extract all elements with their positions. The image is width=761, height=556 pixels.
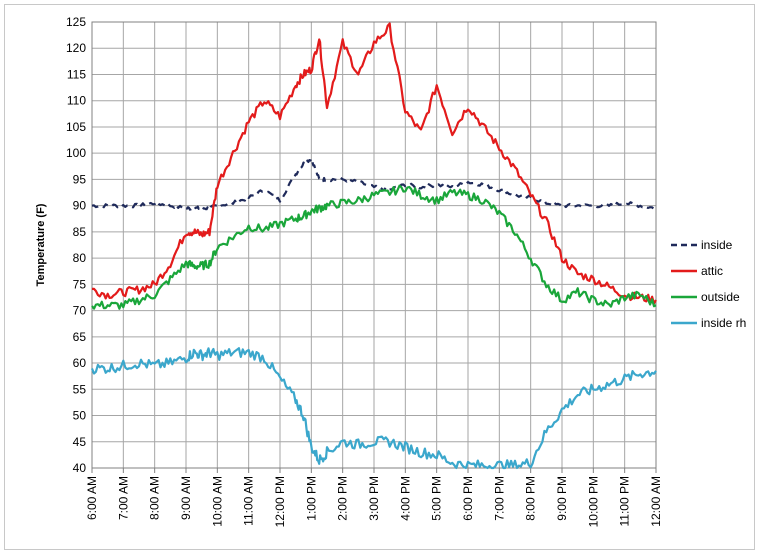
y-tick-label: 95 [73,172,87,186]
y-tick-label: 115 [67,67,86,81]
x-tick-label: 8:00 PM [524,476,538,521]
plot-area-border [91,21,657,469]
y-axis-label: Temperature (F) [35,203,47,286]
x-tick-label: 2:00 PM [336,476,350,521]
y-tick-label: 75 [73,277,87,291]
x-tick-label: 12:00 AM [649,476,663,527]
series-line-attic [92,22,657,305]
legend-label-outside: outside [701,290,740,304]
y-tick-label: 120 [66,41,86,55]
x-tick-label: 11:00 PM [618,476,632,526]
y-tick-label: 125 [66,15,86,29]
legend-label-attic: attic [701,264,723,278]
y-tick-label: 65 [73,330,87,344]
x-tick-label: 10:00 PM [586,476,600,527]
series-line-outside [91,184,657,310]
y-tick-label: 90 [73,199,87,213]
temperature-chart: 40 45 50 55 60 65 70 75 80 85 90 95 100 105 110 115 120 1… [35,15,746,527]
y-tick-label: 40 [73,461,87,475]
series-line-inside-rh [90,347,657,470]
x-tick-label: 10:00 AM [210,476,224,527]
y-tick-label: 55 [73,382,87,396]
x-tick-label: 7:00 AM [116,476,130,520]
x-axis-ticks: 6:00 AM 7:00 AM 8:00 AM 9:00 AM 10:00 AM 11:0… [85,476,663,527]
x-tick-label: 4:00 PM [398,476,412,521]
x-tick-label: 6:00 AM [85,476,99,520]
x-tick-label: 9:00 AM [179,476,193,520]
grid-layer [91,21,657,473]
legend: inside attic outside inside rh [671,238,746,330]
y-tick-label: 50 [73,409,87,423]
y-tick-label: 45 [73,435,87,449]
x-tick-label: 8:00 AM [148,476,162,520]
series-line-inside [91,157,657,211]
x-tick-label: 5:00 PM [430,476,444,521]
y-axis-ticks: 40 45 50 55 60 65 70 75 80 85 90 95 100 105 110 115 120 1… [66,15,86,475]
y-tick-label: 105 [66,120,86,134]
x-tick-label: 6:00 PM [461,476,475,521]
chart-frame: 40 45 50 55 60 65 70 75 80 85 90 95 100 105 110 115 120 1… [4,4,755,550]
x-tick-label: 11:00 AM [242,476,256,526]
y-tick-label: 85 [73,225,87,239]
x-tick-label: 1:00 PM [304,476,318,521]
y-tick-label: 110 [67,94,86,108]
legend-label-inside: inside [701,238,733,252]
y-tick-label: 80 [73,251,87,265]
x-tick-label: 3:00 PM [367,476,381,521]
legend-label-inside-rh: inside rh [701,316,746,330]
x-tick-label: 12:00 PM [273,476,287,527]
x-tick-label: 7:00 PM [492,476,506,521]
series-layer [90,22,657,470]
x-tick-label: 9:00 PM [555,476,569,521]
y-tick-label: 70 [73,304,87,318]
y-tick-label: 60 [73,356,87,370]
y-tick-label: 100 [66,146,86,160]
